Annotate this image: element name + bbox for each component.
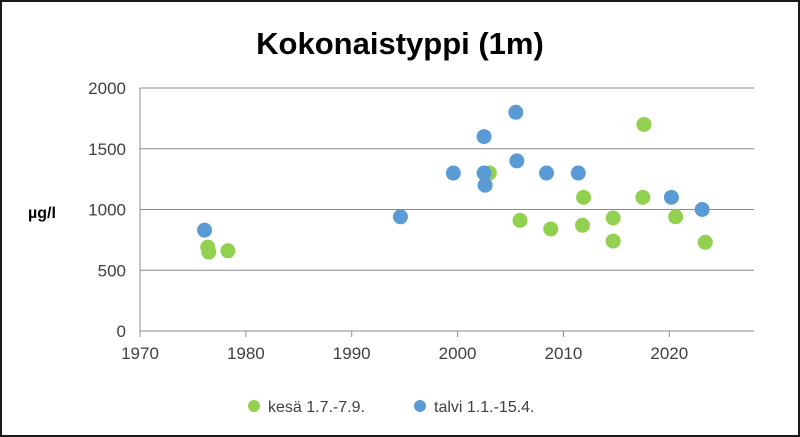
legend: kesä 1.7.-7.9. talvi 1.1.-15.4. bbox=[248, 399, 535, 416]
legend-marker-talvi bbox=[414, 400, 426, 412]
legend-label-kesa: kesä 1.7.-7.9. bbox=[268, 399, 365, 416]
data-point bbox=[635, 189, 651, 205]
y-tick-labels: 0 500 1000 1500 2000 bbox=[88, 79, 126, 341]
x-tick-label: 1970 bbox=[121, 344, 159, 363]
data-point bbox=[201, 244, 217, 260]
x-tick-label: 1990 bbox=[333, 344, 371, 363]
data-point bbox=[512, 212, 528, 228]
data-points bbox=[197, 104, 713, 260]
data-point bbox=[694, 202, 710, 217]
legend-label-talvi: talvi 1.1.-15.4. bbox=[434, 399, 535, 416]
y-tick-label: 500 bbox=[98, 261, 126, 280]
data-point bbox=[570, 165, 586, 181]
x-tick-label: 2010 bbox=[545, 344, 583, 363]
data-point bbox=[476, 165, 492, 181]
data-point bbox=[508, 104, 524, 120]
data-point bbox=[477, 177, 493, 193]
chart-title: Kokonaistyppi (1m) bbox=[256, 26, 544, 61]
data-point bbox=[220, 243, 236, 259]
data-point bbox=[605, 233, 621, 249]
data-point bbox=[605, 210, 621, 226]
y-tick-label: 1000 bbox=[88, 201, 126, 220]
data-point bbox=[636, 116, 652, 132]
series-kesa bbox=[200, 116, 713, 260]
data-point bbox=[575, 217, 591, 233]
series-talvi bbox=[197, 104, 710, 238]
x-tick-label: 1980 bbox=[227, 344, 265, 363]
data-point bbox=[509, 153, 525, 169]
y-tick-label: 0 bbox=[117, 322, 126, 341]
x-tick-label: 2020 bbox=[650, 344, 688, 363]
legend-marker-kesa bbox=[248, 400, 260, 412]
data-point bbox=[392, 209, 408, 225]
data-point bbox=[668, 209, 684, 225]
data-point bbox=[697, 234, 713, 250]
y-tick-label: 1500 bbox=[88, 140, 126, 159]
data-point bbox=[543, 221, 559, 237]
data-point bbox=[445, 165, 461, 181]
x-tick-label: 2000 bbox=[439, 344, 477, 363]
axes bbox=[139, 88, 754, 337]
y-axis-label: µg/l bbox=[28, 205, 56, 222]
data-point bbox=[576, 189, 592, 205]
y-tick-label: 2000 bbox=[88, 79, 126, 98]
x-tick-labels: 1970 1980 1990 2000 2010 2020 bbox=[121, 344, 688, 363]
data-point bbox=[663, 189, 679, 205]
gridlines bbox=[140, 87, 754, 271]
data-point bbox=[197, 222, 213, 238]
data-point bbox=[476, 129, 492, 145]
data-point bbox=[539, 165, 555, 181]
